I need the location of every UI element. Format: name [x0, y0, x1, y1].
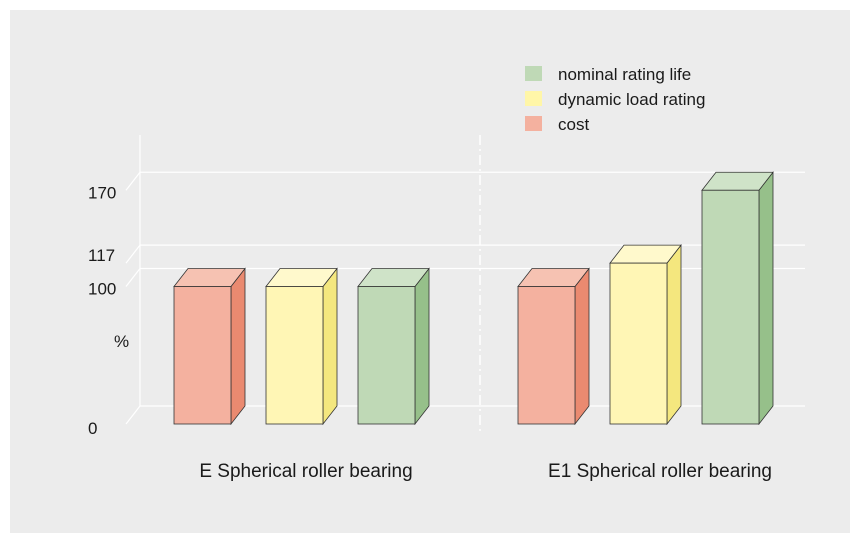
bar-front-face — [701, 189, 760, 425]
y-unit-label: % — [114, 332, 129, 351]
bar-front-face — [265, 286, 324, 425]
y-tick-label: 0 — [88, 419, 97, 438]
legend-swatch — [525, 91, 542, 106]
bar-side-face — [666, 243, 682, 426]
bar — [609, 243, 682, 426]
legend-label: cost — [558, 115, 589, 134]
gridline-connector — [125, 171, 141, 191]
grid-layer — [125, 135, 805, 435]
bar — [265, 267, 338, 426]
bar — [173, 267, 246, 426]
category-label: E Spherical roller bearing — [199, 461, 412, 482]
bars-layer — [173, 171, 774, 426]
bar-front-face — [173, 286, 232, 425]
legend-label: nominal rating life — [558, 65, 691, 84]
y-tick-label: 170 — [88, 183, 116, 202]
labels-layer: 0 100 117 170% E Spherical roller bearing E1 … — [88, 183, 772, 482]
bar — [357, 267, 430, 426]
legend-label: dynamic load rating — [558, 90, 705, 109]
bar-front-face — [357, 286, 416, 425]
category-label: E1 Spherical roller bearing — [548, 461, 772, 482]
y-tick-label: 117 — [88, 246, 115, 265]
bar-side-face — [574, 267, 590, 426]
bar — [517, 267, 590, 426]
bar-side-face — [322, 267, 338, 426]
y-tick-label: 100 — [88, 280, 116, 299]
gridline-connector — [125, 244, 141, 264]
bar-front-face — [517, 286, 576, 425]
bar-side-face — [758, 171, 774, 426]
legend-swatch — [525, 116, 542, 131]
bar-side-face — [230, 267, 246, 426]
legend: nominal rating life dynamic load rating co… — [525, 65, 705, 134]
bar — [701, 171, 774, 426]
gridline-connector — [125, 268, 141, 287]
bar-front-face — [609, 262, 668, 425]
legend-swatch — [525, 66, 542, 81]
bar-side-face — [414, 267, 430, 426]
gridline-connector — [125, 405, 141, 425]
